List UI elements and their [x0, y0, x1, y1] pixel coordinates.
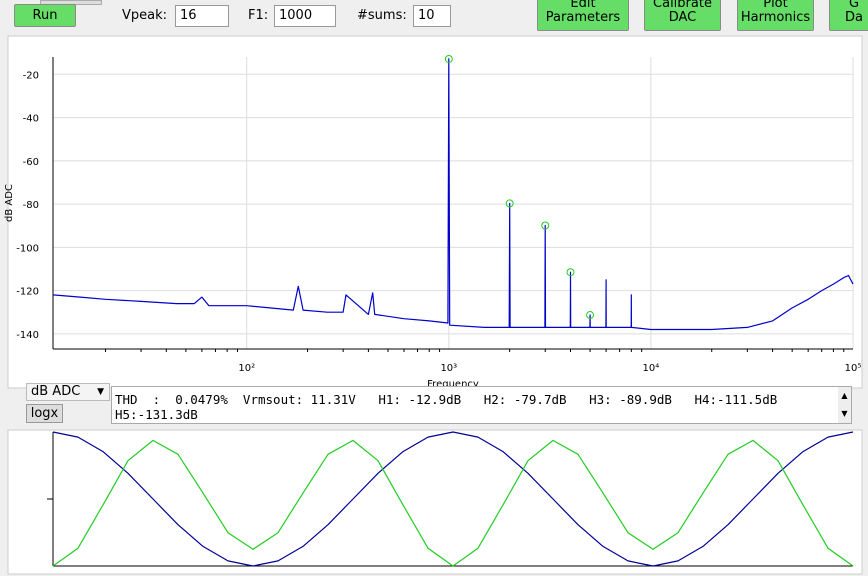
- status-text: THD : 0.0479% Vrmsout: 11.31V H1: -12.9d…: [111, 386, 852, 424]
- button-line: G: [848, 0, 860, 11]
- status-line: THD : 0.0479% Vrmsout: 11.31V H1: -12.9d…: [115, 392, 778, 407]
- y-tick-label: -140: [16, 330, 39, 341]
- field-label: Vpeak:: [122, 8, 168, 23]
- harmonic-marker: [505, 199, 514, 208]
- x-tick-label: 10⁵: [845, 363, 862, 374]
- button-line: Da: [845, 10, 863, 25]
- x-axis-label: Frequency: [427, 379, 479, 390]
- y-tick-label: -80: [23, 200, 39, 211]
- y-tick-label: -40: [23, 114, 39, 125]
- y-tick-label: -60: [23, 157, 39, 168]
- scrollbar[interactable]: ▲ ▼: [838, 387, 851, 423]
- y-tick-label: -20: [23, 70, 39, 81]
- panel: [7, 429, 863, 575]
- field-input[interactable]: 16: [175, 5, 229, 27]
- data-line: [52, 58, 854, 331]
- panel: [7, 35, 863, 389]
- button-line: Calibrate: [653, 0, 712, 11]
- combo-arrow: ▼: [97, 387, 104, 397]
- x-tick-label: 10²: [238, 363, 255, 374]
- harmonic-marker: [444, 54, 453, 63]
- field-input[interactable]: 1000: [274, 5, 336, 27]
- field-label: F1:: [248, 8, 269, 23]
- button[interactable]: Plot Harmonics: [737, 0, 814, 31]
- y-tick-label: -120: [16, 287, 39, 298]
- button[interactable]: Edit Parameters: [537, 0, 629, 31]
- field-input[interactable]: 10: [413, 5, 451, 27]
- y-tick-label: -100: [16, 243, 39, 254]
- button-line: DAC: [668, 10, 697, 25]
- harmonic-marker: [541, 221, 550, 230]
- x-tick-label: 10⁴: [643, 363, 660, 374]
- data-line: [52, 431, 854, 567]
- data-line: [52, 439, 854, 567]
- button-line: Parameters: [545, 10, 621, 25]
- combo-text: dB ADC: [31, 384, 81, 399]
- y-axis-label: dB ADC: [4, 184, 15, 222]
- field-label: #sums:: [357, 8, 407, 23]
- logx-button[interactable]: logx: [26, 404, 63, 423]
- combo-box[interactable]: dB ADC ▼: [26, 383, 110, 401]
- button-line: Plot: [763, 0, 788, 11]
- button-line: Harmonics: [740, 10, 811, 25]
- run-button[interactable]: Run: [14, 4, 76, 27]
- button[interactable]: Calibrate DAC: [644, 0, 721, 31]
- harmonic-marker: [566, 268, 575, 277]
- spectrum-chart: 10² 10³ 10⁴ 10⁵ -20 -40 -60 -80 -100 -120 -140 Freq…: [4, 35, 863, 390]
- status-line: H5:-131.3dB: [115, 407, 198, 422]
- waveform-chart: [7, 429, 863, 575]
- button[interactable]: G Da: [829, 0, 868, 31]
- harmonic-marker: [586, 311, 595, 320]
- button-line: Edit: [570, 0, 596, 11]
- x-tick-label: 10³: [440, 363, 457, 374]
